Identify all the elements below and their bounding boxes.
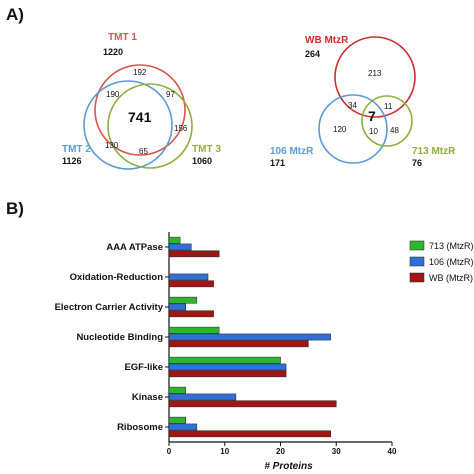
bar-wb — [168, 310, 214, 318]
bar-713 — [168, 386, 186, 394]
bar-chart: 0 10 20 30 40 # Proteins AAA ATPase Oxidation-R… — [55, 232, 474, 472]
bar-106 — [168, 393, 237, 401]
venn-left-circle-tmt1 — [94, 64, 186, 156]
bar-713 — [168, 416, 186, 424]
venn-right-circle-106 — [318, 94, 388, 164]
venn-right-region-wb-713: 11 — [384, 102, 393, 111]
category-label: EGF-like — [124, 362, 163, 373]
bar-106 — [168, 423, 198, 431]
venn-left-region-all: 741 — [128, 109, 152, 125]
venn-right-region-only-wb: 213 — [368, 69, 382, 78]
venn-right-circle-wb — [334, 36, 416, 118]
bar-106 — [168, 333, 331, 341]
venn-left-circle-tmt3 — [107, 83, 193, 169]
legend-swatch — [409, 240, 425, 251]
category-label: Oxidation-Reduction — [70, 272, 164, 283]
legend-swatch — [409, 256, 425, 267]
venn-left-circle-tmt2 — [83, 80, 173, 170]
venn-right-title-106: 106 MtzR — [270, 146, 314, 157]
legend-label: 713 (MtzR) — [429, 241, 474, 251]
venn-right-region-all: 7 — [368, 108, 376, 124]
x-tick-label: 10 — [220, 447, 229, 456]
venn-left: TMT 1 1220 TMT 2 1126 TMT 3 1060 192 190… — [62, 32, 221, 170]
venn-right-region-only-713: 48 — [390, 126, 399, 135]
bar-713 — [168, 356, 281, 364]
venn-right-total-713: 76 — [412, 158, 422, 168]
venn-left-region-only-tmt2: 130 — [105, 141, 119, 150]
category-label: Nucleotide Binding — [76, 332, 163, 343]
venn-right-region-only-106: 120 — [333, 125, 347, 134]
venn-left-title-tmt2: TMT 2 — [62, 144, 91, 155]
venn-left-total-tmt2: 1126 — [62, 156, 82, 166]
bar-713 — [168, 326, 220, 334]
venn-right-region-106-713: 10 — [369, 127, 378, 136]
x-tick-label: 20 — [276, 447, 285, 456]
venn-left-title-tmt1: TMT 1 — [108, 32, 137, 43]
venn-right-total-106: 171 — [270, 158, 285, 168]
venn-right: WB MtzR 264 106 MtzR 171 713 MtzR 76 213… — [270, 35, 456, 168]
panel-b-label: B) — [6, 199, 24, 218]
bar-106 — [168, 363, 287, 371]
bar-106 — [168, 273, 209, 281]
bar-713 — [168, 296, 198, 304]
legend-label: 106 (MtzR) — [429, 257, 474, 267]
bar-wb — [168, 400, 337, 408]
bar-106 — [168, 303, 186, 311]
venn-right-title-wb: WB MtzR — [305, 35, 349, 46]
category-label: Ribosome — [117, 422, 163, 433]
venn-left-title-tmt3: TMT 3 — [192, 144, 221, 155]
bar-wb — [168, 250, 220, 258]
bar-713 — [168, 236, 181, 244]
bar-wb — [168, 370, 287, 378]
venn-right-title-713: 713 MtzR — [412, 146, 456, 157]
venn-left-region-only-tmt3: 156 — [174, 124, 188, 133]
venn-left-total-tmt3: 1060 — [192, 156, 212, 166]
x-tick-label: 0 — [167, 447, 172, 456]
legend-label: WB (MtzR) — [429, 273, 473, 283]
panel-a-label: A) — [6, 5, 24, 24]
x-axis-title: # Proteins — [264, 461, 313, 472]
venn-left-region-tmt1-tmt3: 97 — [166, 90, 175, 99]
venn-right-total-wb: 264 — [305, 49, 320, 59]
venn-left-total-tmt1: 1220 — [103, 47, 123, 57]
x-tick-label: 40 — [388, 447, 397, 456]
bar-wb — [168, 340, 309, 348]
category-label: Kinase — [132, 392, 163, 403]
venn-left-region-tmt1-tmt2: 190 — [106, 90, 120, 99]
venn-right-circle-713 — [361, 95, 413, 147]
x-tick-label: 30 — [332, 447, 341, 456]
bar-wb — [168, 430, 331, 438]
category-label: AAA ATPase — [106, 242, 163, 253]
category-label: Electron Carrier Activity — [55, 302, 164, 313]
venn-right-region-wb-106: 34 — [348, 101, 357, 110]
bar-wb — [168, 280, 214, 288]
venn-left-region-only-tmt1: 192 — [133, 68, 147, 77]
bar-106 — [168, 243, 192, 251]
venn-left-region-tmt2-tmt3: 65 — [139, 147, 148, 156]
legend-swatch — [409, 272, 425, 283]
